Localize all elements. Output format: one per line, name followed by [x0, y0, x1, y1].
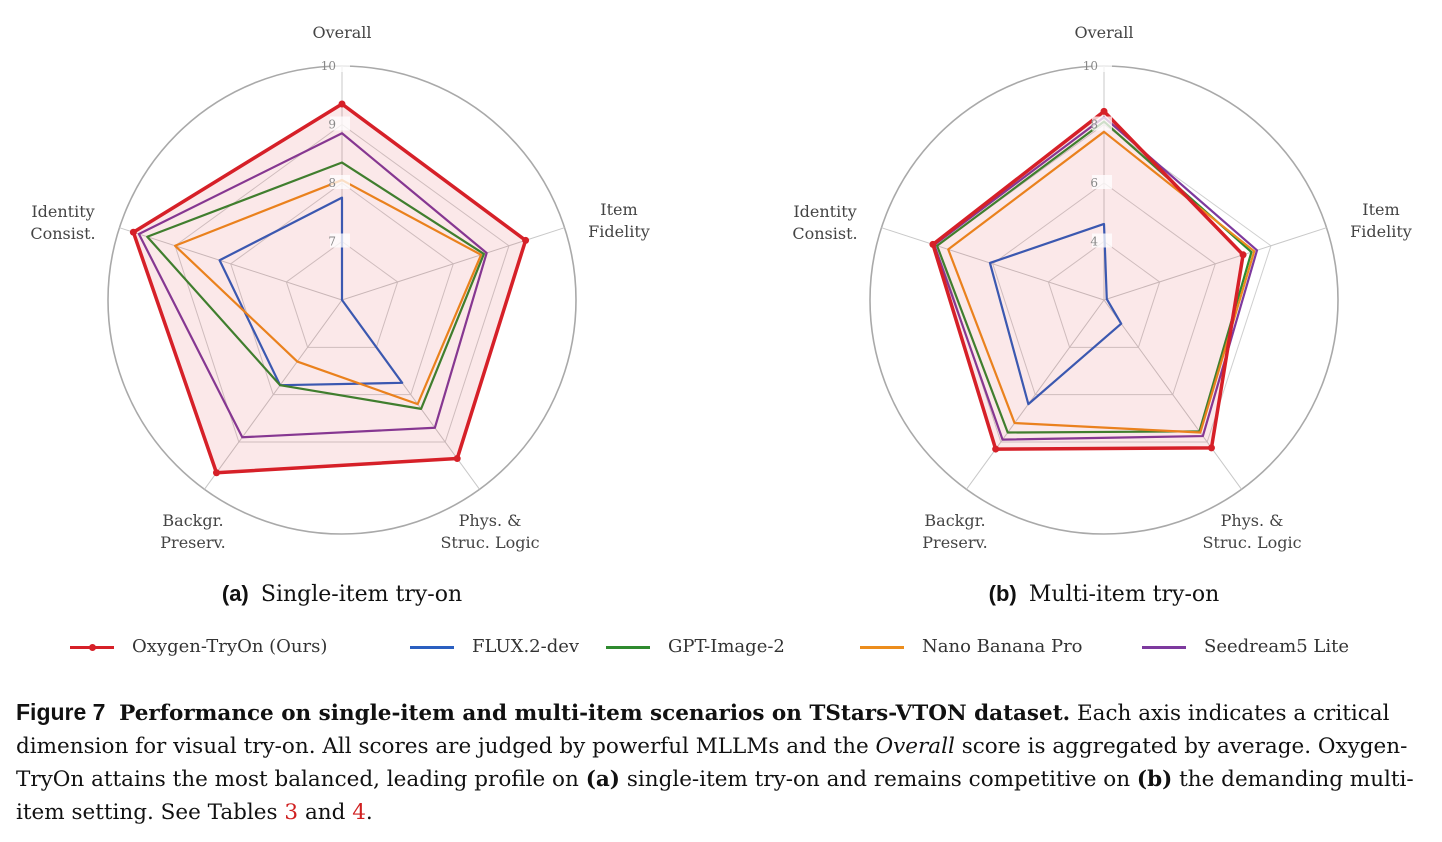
series-oxygen-tryon-ours	[131, 102, 528, 475]
subcaption: (a) Single-item try-on	[222, 581, 462, 607]
radar-charts: 7 8 9 10 Overall Item Fidelity Phys. & Struc. Lo…	[30, 23, 1411, 607]
tick-label: 4	[1090, 235, 1098, 249]
legend-swatch	[70, 640, 114, 654]
tick-label-bg	[330, 233, 350, 248]
legend-swatch	[1142, 640, 1186, 654]
axis-spoke	[119, 227, 343, 301]
figure-label: Figure 7	[16, 699, 106, 725]
axis-label: Identity Consist.	[30, 202, 95, 243]
legend-item-gpt-image: GPT-Image-2	[606, 636, 785, 657]
legend-swatch	[860, 640, 904, 654]
legend: Oxygen-TryOn (Ours) FLUX.2-dev GPT-Image…	[0, 628, 1442, 668]
caption-text: single-item try-on and remains competiti…	[626, 767, 1131, 792]
series-seedream5-lite	[933, 116, 1259, 441]
data-point	[1100, 107, 1108, 115]
axis-label: Identity Consist.	[792, 202, 857, 243]
legend-item-seedream: Seedream5 Lite	[1142, 636, 1349, 657]
data-point	[129, 228, 137, 236]
tick-label-bg	[330, 175, 350, 189]
legend-item-oxygen-tryon: Oxygen-TryOn (Ours)	[70, 636, 327, 657]
data-point	[929, 240, 937, 248]
tick-label: 10	[321, 59, 336, 73]
grid-ring	[285, 240, 399, 348]
legend-label: FLUX.2-dev	[472, 636, 580, 657]
tick-label-bg	[1092, 175, 1112, 189]
figure-caption: Figure 7 Performance on single-item and …	[16, 696, 1430, 829]
axis-label: Phys. & Struc. Logic	[1202, 511, 1301, 552]
legend-swatch	[410, 640, 454, 654]
tick-label-bg	[1092, 233, 1112, 248]
legend-swatch	[606, 640, 650, 654]
grid-ring	[992, 182, 1216, 396]
tick-label-bg	[330, 116, 350, 131]
series-flux-2-dev	[218, 196, 404, 387]
tick-label: 10	[1083, 59, 1098, 73]
tick-label: 7	[328, 235, 336, 249]
series-nano-banana-pro	[173, 178, 483, 406]
series-flux-2-dev	[988, 222, 1123, 406]
axis-label: Phys. & Struc. Logic	[440, 511, 539, 552]
caption-ref-a: (a)	[585, 767, 620, 792]
caption-text: score is aggregated by average. Oxygen-T…	[16, 734, 1408, 792]
axis-label: Item Fidelity	[588, 200, 650, 241]
axis-spoke	[1103, 299, 1242, 490]
axis-label: Backgr. Preserv.	[922, 511, 987, 552]
data-point	[1239, 251, 1247, 259]
axis-label: Item Fidelity	[1350, 200, 1412, 241]
axis-label: Overall	[312, 23, 371, 42]
tick-label-bg	[1092, 116, 1112, 131]
data-point	[992, 445, 1000, 453]
data-point	[453, 455, 461, 463]
legend-item-nano-banana: Nano Banana Pro	[860, 636, 1083, 657]
legend-label: Seedream5 Lite	[1204, 636, 1349, 657]
axis-spoke	[1103, 227, 1327, 301]
caption-text: Each axis indicates a critical dimension…	[16, 701, 1390, 759]
caption-text: and	[304, 800, 346, 825]
tick-label-bg	[1092, 58, 1112, 72]
legend-label: Nano Banana Pro	[922, 636, 1083, 657]
tick-label: 9	[328, 118, 336, 132]
table-ref-link[interactable]: 3	[284, 800, 299, 825]
table-ref-link[interactable]: 4	[352, 800, 366, 825]
caption-ref-b: (b)	[1136, 767, 1173, 792]
grid-ring	[1047, 240, 1161, 348]
axis-spoke	[204, 299, 343, 490]
tick-label-bg	[330, 58, 350, 72]
series-gpt-image-2	[146, 161, 485, 410]
series-oxygen-tryon-ours	[931, 109, 1245, 451]
legend-item-flux: FLUX.2-dev	[410, 636, 579, 657]
caption-text: the demanding multi-item setting. See Ta…	[16, 767, 1414, 825]
axis-spoke	[966, 299, 1105, 490]
radar-chart-multi-item: 4 6 8 10 Overall Item Fidelity Phys. & Struc. Lo…	[792, 23, 1411, 607]
data-point	[522, 236, 530, 244]
axis-label: Backgr. Preserv.	[160, 511, 225, 552]
axis-label: Overall	[1074, 23, 1133, 42]
tick-label: 8	[1090, 118, 1098, 132]
legend-label: Oxygen-TryOn (Ours)	[132, 636, 328, 657]
data-point	[212, 469, 220, 477]
series-nano-banana-pro	[947, 130, 1256, 434]
figure-title: Performance on single-item and multi-ite…	[119, 701, 1071, 726]
tick-label: 6	[1090, 176, 1098, 190]
axis-spoke	[881, 227, 1105, 301]
subcaption: (b) Multi-item try-on	[989, 581, 1220, 607]
data-point	[1207, 444, 1215, 452]
data-point	[338, 100, 346, 108]
caption-text: .	[365, 800, 373, 825]
legend-label: GPT-Image-2	[668, 636, 785, 657]
caption-overall-term: Overall	[875, 734, 955, 759]
tick-label: 8	[328, 176, 336, 190]
grid-ring	[174, 123, 510, 443]
radar-chart-single-item: 7 8 9 10 Overall Item Fidelity Phys. & Struc. Lo…	[30, 23, 649, 607]
series-seedream5-lite	[137, 132, 488, 439]
